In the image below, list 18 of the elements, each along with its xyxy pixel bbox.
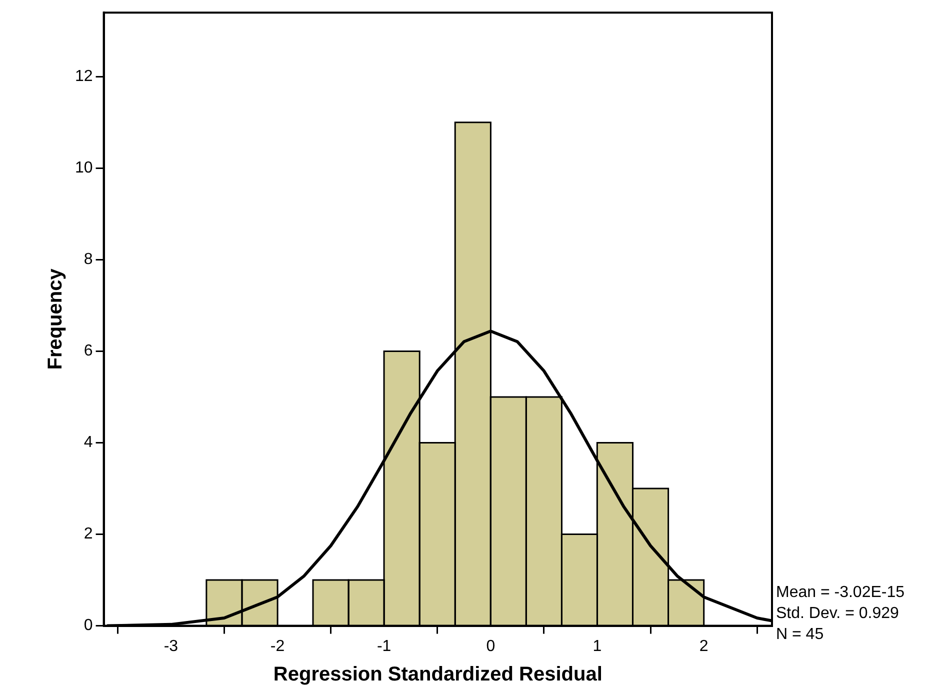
y-tick-label: 4 <box>84 434 93 452</box>
y-tick-label: 8 <box>84 251 93 268</box>
x-tick-label: 2 <box>699 638 708 655</box>
text: N = 45 <box>776 626 824 643</box>
x-axis-title: Regression Standardized Residual <box>273 664 602 686</box>
x-tick-label: 1 <box>592 638 602 655</box>
x-tick-label: -1 <box>376 638 392 655</box>
y-tick-label: 10 <box>75 160 93 177</box>
x-tick-label: -3 <box>164 638 178 655</box>
y-axis-title: Frequency <box>44 268 67 370</box>
x-tick-label: -2 <box>270 638 285 655</box>
y-tick-label: 2 <box>84 526 93 543</box>
y-tick-label: 6 <box>84 342 93 360</box>
text: Std. Dev. = 0.929 <box>776 604 899 622</box>
x-tick-label: 0 <box>486 638 496 655</box>
y-tick-label: 0 <box>84 617 93 634</box>
y-tick-label: 12 <box>75 68 93 86</box>
text: Mean = -3.02E-15 <box>776 584 905 601</box>
